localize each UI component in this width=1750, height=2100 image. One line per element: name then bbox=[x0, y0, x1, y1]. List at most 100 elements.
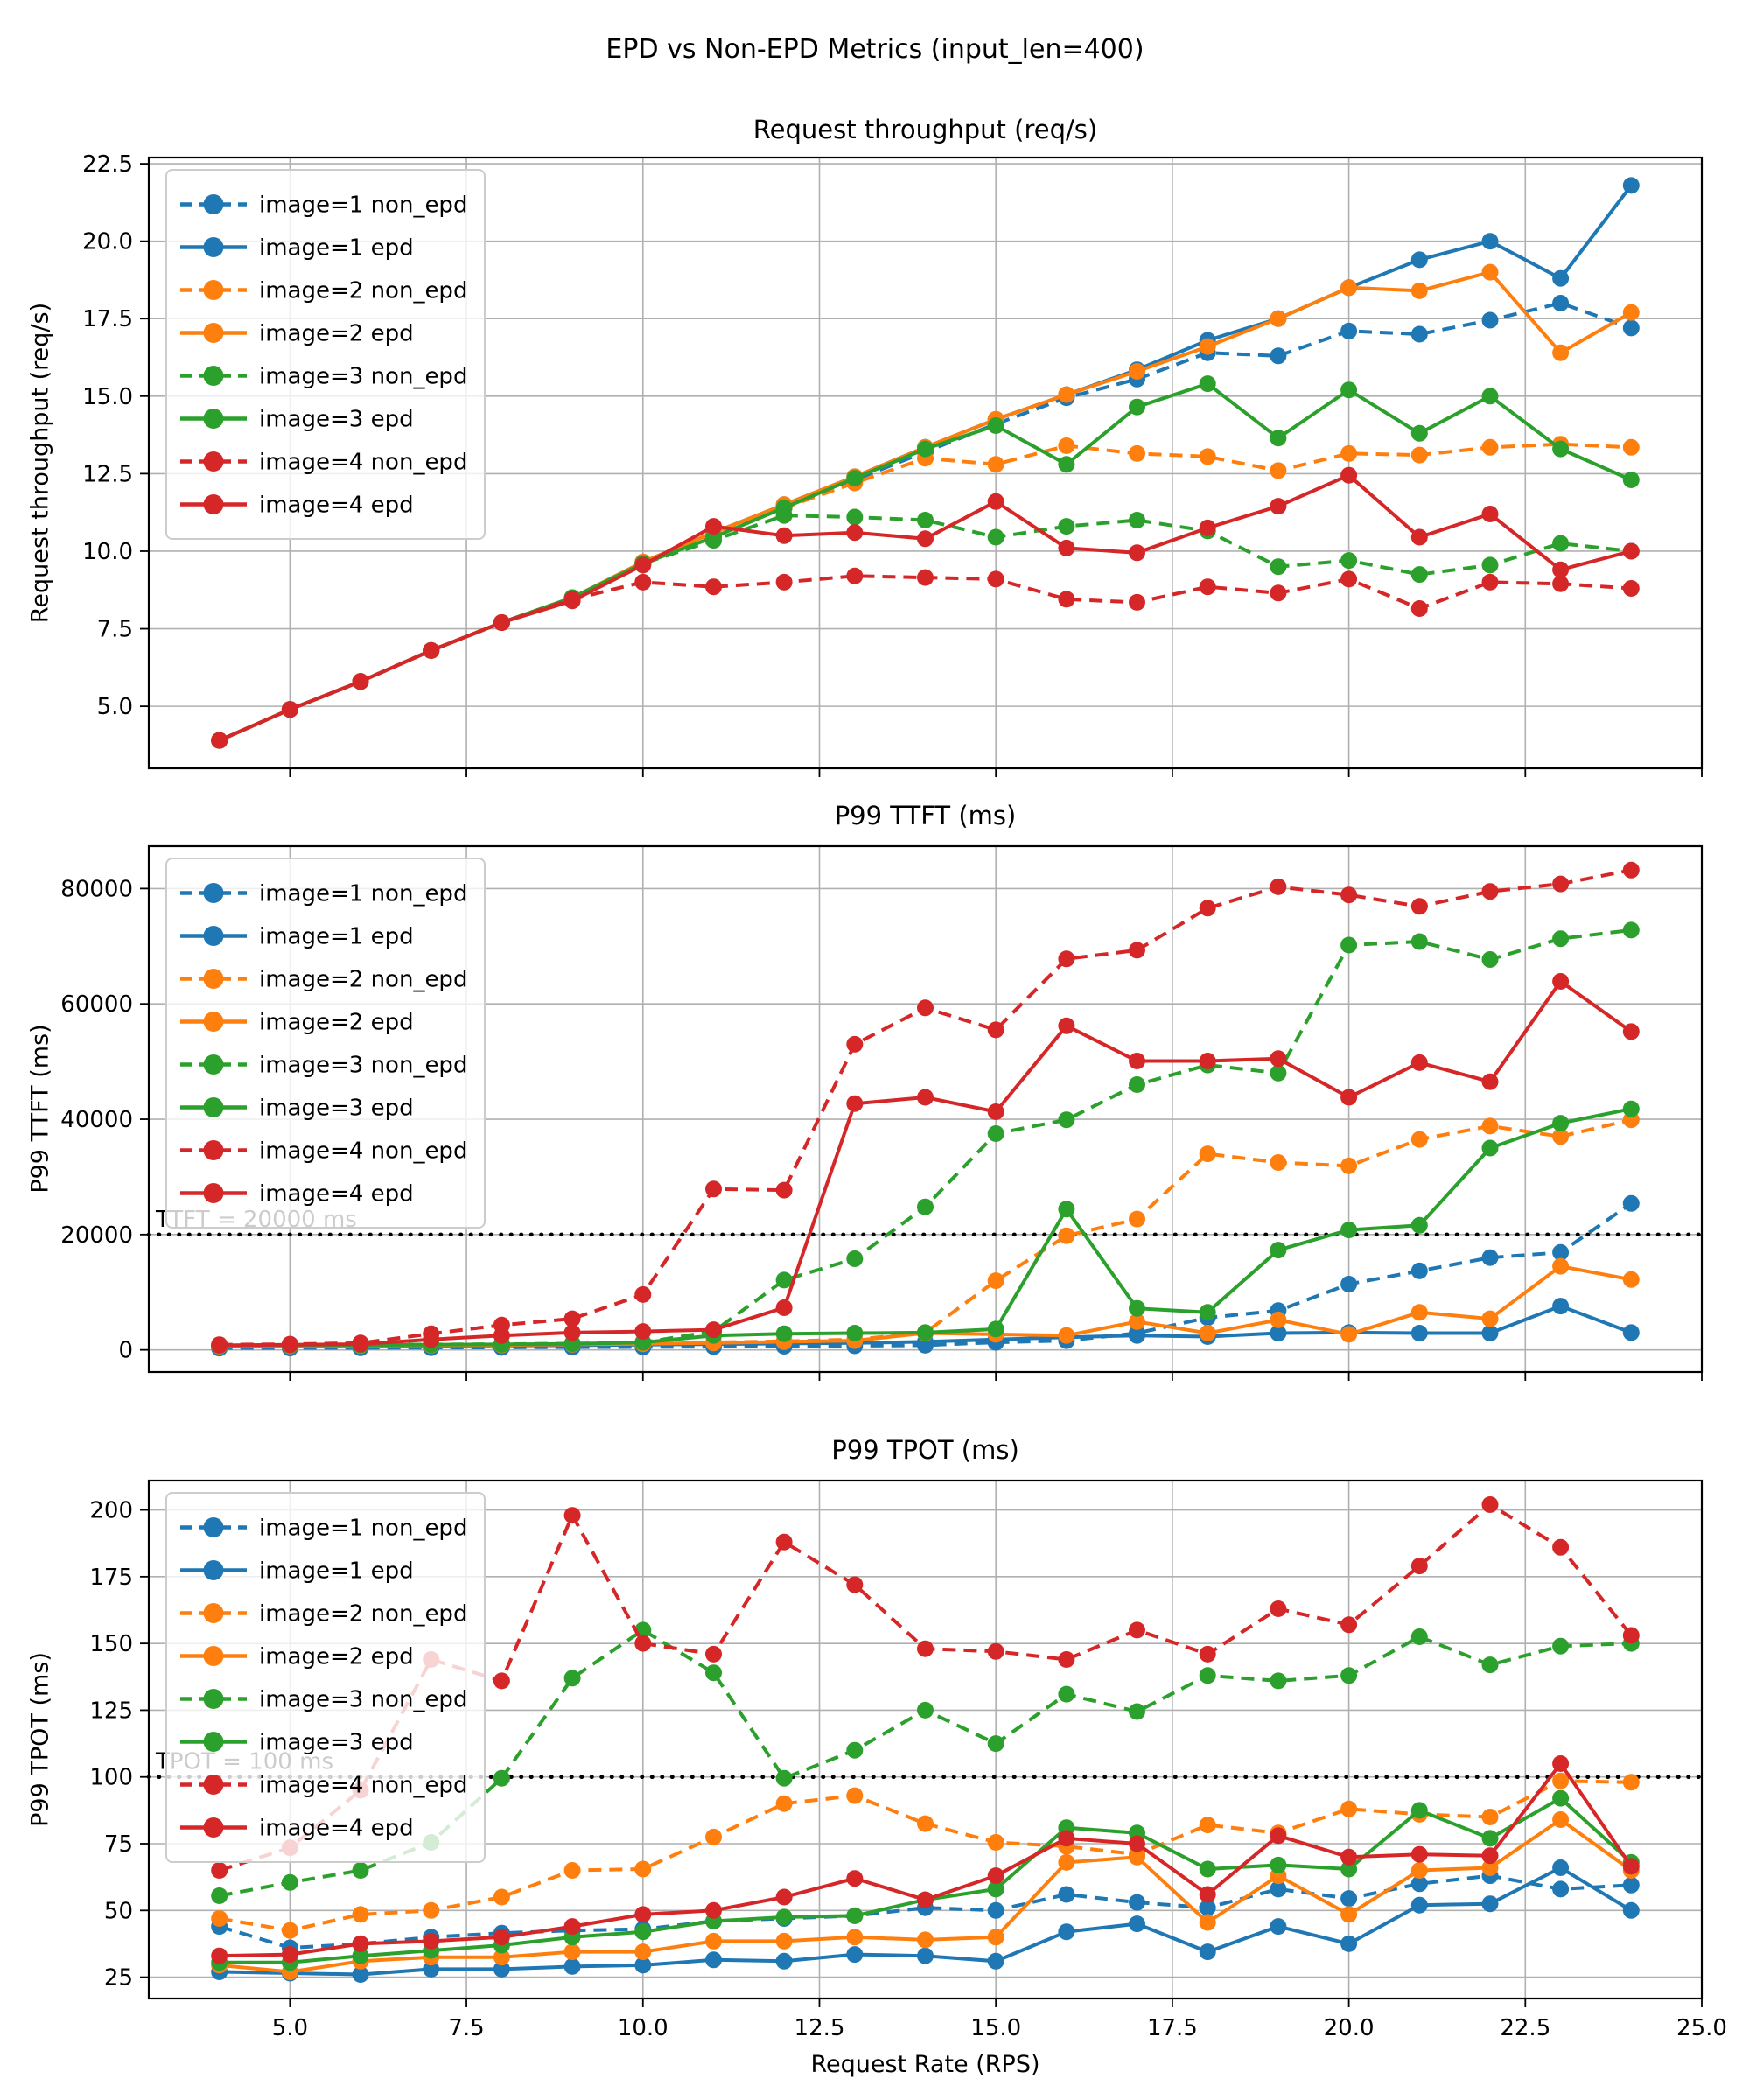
data-point bbox=[1129, 363, 1145, 380]
data-point bbox=[917, 569, 934, 586]
legend-label: image=4 non_epd bbox=[259, 1773, 467, 1799]
data-point bbox=[1552, 1257, 1570, 1275]
data-point bbox=[1481, 1847, 1499, 1865]
data-point bbox=[1058, 1853, 1075, 1871]
data-point bbox=[846, 508, 864, 526]
data-point bbox=[1622, 438, 1640, 456]
y-tick-label: 50 bbox=[104, 1898, 133, 1924]
data-point bbox=[1129, 512, 1145, 528]
y-axis-label-throughput: Request throughput (req/s) bbox=[26, 302, 54, 624]
data-point bbox=[1340, 886, 1358, 904]
y-tick-label: 40000 bbox=[60, 1107, 133, 1133]
data-point bbox=[1552, 973, 1570, 990]
data-point bbox=[987, 528, 1004, 546]
data-point bbox=[564, 1310, 581, 1327]
y-tick-label: 100 bbox=[89, 1765, 133, 1791]
chart-1: TTFT = 20000 ms020000400006000080000imag… bbox=[60, 844, 1704, 1381]
data-point bbox=[1481, 388, 1499, 405]
data-point bbox=[423, 1331, 440, 1348]
data-point bbox=[564, 1943, 581, 1961]
data-point bbox=[1622, 1627, 1640, 1644]
legend-item: image=4 epd bbox=[180, 1816, 414, 1842]
data-point bbox=[1481, 1656, 1499, 1674]
x-tick-label: 25.0 bbox=[1676, 2015, 1727, 2041]
data-point bbox=[1270, 462, 1287, 480]
data-point bbox=[775, 1533, 793, 1550]
data-point bbox=[846, 1907, 864, 1924]
data-point bbox=[493, 1326, 510, 1344]
data-point bbox=[1270, 498, 1287, 515]
legend-label: image=3 epd bbox=[259, 1730, 414, 1756]
data-point bbox=[634, 1956, 652, 1974]
data-point bbox=[1058, 438, 1075, 454]
y-tick-label: 200 bbox=[89, 1498, 133, 1524]
data-point bbox=[1270, 1325, 1287, 1341]
legend-item: image=1 non_epd bbox=[180, 881, 467, 907]
data-point bbox=[917, 1815, 934, 1832]
chart-2: TPOT = 100 ms2550751001251501752005.07.5… bbox=[89, 1479, 1727, 2041]
data-point bbox=[917, 1324, 934, 1341]
data-point bbox=[1410, 1875, 1428, 1893]
data-point bbox=[1481, 1249, 1499, 1266]
data-point bbox=[705, 1321, 722, 1339]
legend-label: image=1 epd bbox=[259, 924, 414, 950]
data-point bbox=[846, 1741, 864, 1759]
data-point bbox=[1552, 1637, 1570, 1655]
data-point bbox=[1622, 861, 1640, 878]
data-point bbox=[634, 1323, 652, 1340]
data-point bbox=[211, 1887, 228, 1904]
data-point bbox=[634, 556, 652, 574]
data-point bbox=[1622, 472, 1640, 488]
data-point bbox=[1340, 1157, 1358, 1174]
data-point bbox=[917, 530, 934, 548]
data-point bbox=[211, 732, 228, 749]
data-point bbox=[1199, 1943, 1216, 1961]
data-point bbox=[1481, 1325, 1499, 1341]
legend-item: image=4 non_epd bbox=[180, 1773, 467, 1799]
data-point bbox=[1552, 270, 1570, 287]
data-point bbox=[987, 1952, 1004, 1970]
data-point bbox=[1129, 544, 1145, 562]
data-point bbox=[1340, 1800, 1358, 1817]
data-point bbox=[1058, 539, 1075, 556]
data-point bbox=[1199, 1899, 1216, 1916]
data-point bbox=[1340, 466, 1358, 484]
data-point bbox=[1129, 1053, 1145, 1069]
data-point bbox=[1552, 1243, 1570, 1261]
data-point bbox=[1340, 1848, 1358, 1866]
data-point bbox=[1058, 518, 1075, 536]
data-point bbox=[1340, 1326, 1358, 1343]
series-image=4 epd bbox=[211, 1755, 1640, 1964]
data-point bbox=[775, 1795, 793, 1812]
x-tick-label: 12.5 bbox=[794, 2015, 845, 2041]
legend-label: image=3 non_epd bbox=[259, 1687, 467, 1713]
legend-item: image=3 non_epd bbox=[180, 364, 467, 390]
legend-item: image=4 non_epd bbox=[180, 450, 467, 476]
data-point bbox=[211, 1862, 228, 1879]
data-point bbox=[917, 1701, 934, 1718]
data-point bbox=[1199, 1667, 1216, 1684]
legend-item: image=4 non_epd bbox=[180, 1138, 467, 1165]
data-point bbox=[1129, 1299, 1145, 1317]
data-point bbox=[846, 1928, 864, 1946]
data-point bbox=[1199, 1053, 1216, 1069]
data-point bbox=[1410, 326, 1428, 343]
data-point bbox=[1410, 1802, 1428, 1819]
x-tick-label: 10.0 bbox=[618, 2015, 668, 2041]
data-point bbox=[987, 1928, 1004, 1946]
y-tick-label: 7.5 bbox=[97, 617, 133, 643]
data-point bbox=[352, 1947, 369, 1964]
series-image=2 non_epd bbox=[211, 1772, 1640, 1939]
data-point bbox=[634, 1943, 652, 1961]
data-point bbox=[846, 1870, 864, 1887]
data-point bbox=[987, 1125, 1004, 1142]
legend-label: image=1 non_epd bbox=[259, 1516, 467, 1542]
legend-item: image=3 epd bbox=[180, 1096, 414, 1122]
data-point bbox=[846, 1946, 864, 1964]
data-point bbox=[987, 1735, 1004, 1753]
data-point bbox=[1340, 322, 1358, 340]
data-point bbox=[564, 1670, 581, 1687]
data-point bbox=[1129, 1326, 1145, 1344]
data-point bbox=[987, 1867, 1004, 1885]
